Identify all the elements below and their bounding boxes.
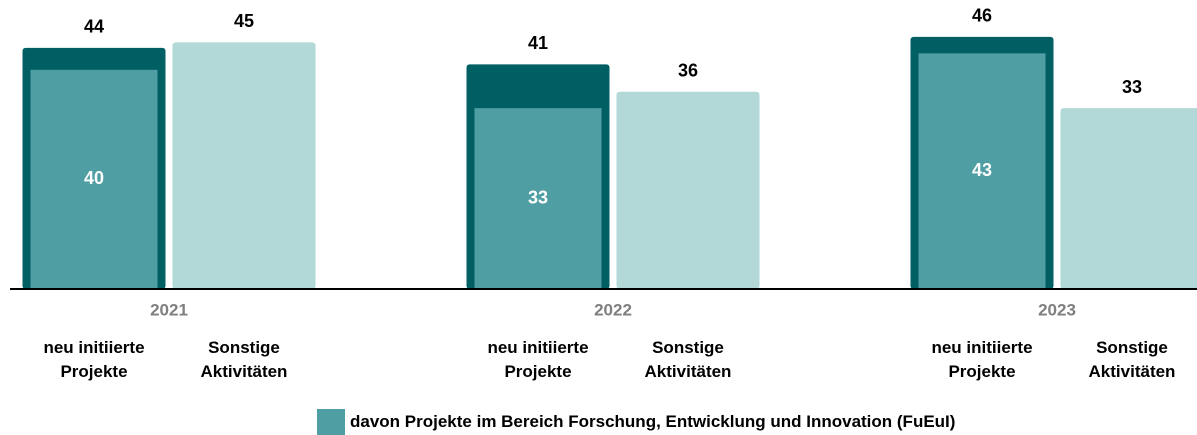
legend-swatch (317, 409, 345, 435)
series-sublabel: neu initiierte Projekte (468, 336, 608, 384)
bar (1061, 108, 1197, 289)
series-sublabel: neu initiierte Projekte (912, 336, 1052, 384)
subset-value-label: 40 (84, 168, 104, 188)
value-label: 41 (528, 33, 548, 53)
subset-value-label: 43 (972, 160, 992, 180)
series-sublabel: Sonstige Aktivitäten (1062, 336, 1197, 384)
bar (617, 92, 760, 289)
value-label: 46 (972, 6, 992, 26)
series-sublabel: neu initiierte Projekte (24, 336, 164, 384)
value-label: 45 (234, 11, 254, 31)
bar (173, 42, 316, 289)
value-label: 36 (678, 60, 698, 80)
value-label: 33 (1122, 77, 1142, 97)
legend: davon Projekte im Bereich Forschung, Ent… (317, 409, 955, 435)
value-label: 44 (84, 17, 104, 37)
subset-value-label: 33 (528, 187, 548, 207)
series-sublabel: Sonstige Aktivitäten (618, 336, 758, 384)
legend-label: davon Projekte im Bereich Forschung, Ent… (350, 412, 955, 432)
x-tick-label: 2022 (594, 300, 632, 319)
x-tick-label: 2021 (150, 300, 188, 319)
x-tick-label: 2023 (1038, 300, 1076, 319)
series-sublabel: Sonstige Aktivitäten (174, 336, 314, 384)
